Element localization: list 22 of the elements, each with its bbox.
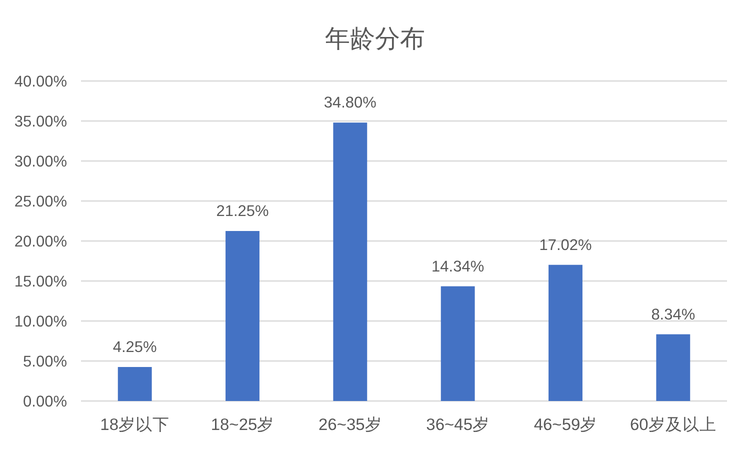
- y-tick-label: 25.00%: [14, 194, 67, 210]
- y-tick-label: 40.00%: [14, 74, 67, 90]
- data-label: 8.34%: [651, 306, 696, 324]
- y-tick-label: 20.00%: [14, 234, 67, 250]
- x-tick-label: 60岁及以上: [630, 416, 716, 434]
- y-tick-label: 35.00%: [14, 114, 67, 130]
- y-tick-label: 15.00%: [14, 274, 67, 290]
- y-tick-label: 5.00%: [23, 354, 67, 370]
- x-tick-label: 36~45岁: [426, 416, 490, 434]
- data-label: 4.25%: [112, 339, 157, 356]
- y-tick-label: 10.00%: [14, 314, 67, 330]
- data-label: 21.25%: [216, 203, 269, 220]
- data-label: 14.34%: [432, 258, 484, 276]
- y-tick-label: 0.00%: [23, 394, 67, 410]
- y-tick-label: 30.00%: [14, 154, 67, 170]
- x-tick-label: 26~35岁: [318, 416, 382, 434]
- x-tick-label: 18~25岁: [210, 416, 274, 434]
- data-label: 34.80%: [324, 94, 376, 112]
- title: 年龄分布: [325, 25, 425, 53]
- x-tick-label: 46~59岁: [534, 416, 598, 434]
- data-label: 17.02%: [539, 236, 592, 254]
- x-tick-label: 18岁以下: [100, 416, 170, 434]
